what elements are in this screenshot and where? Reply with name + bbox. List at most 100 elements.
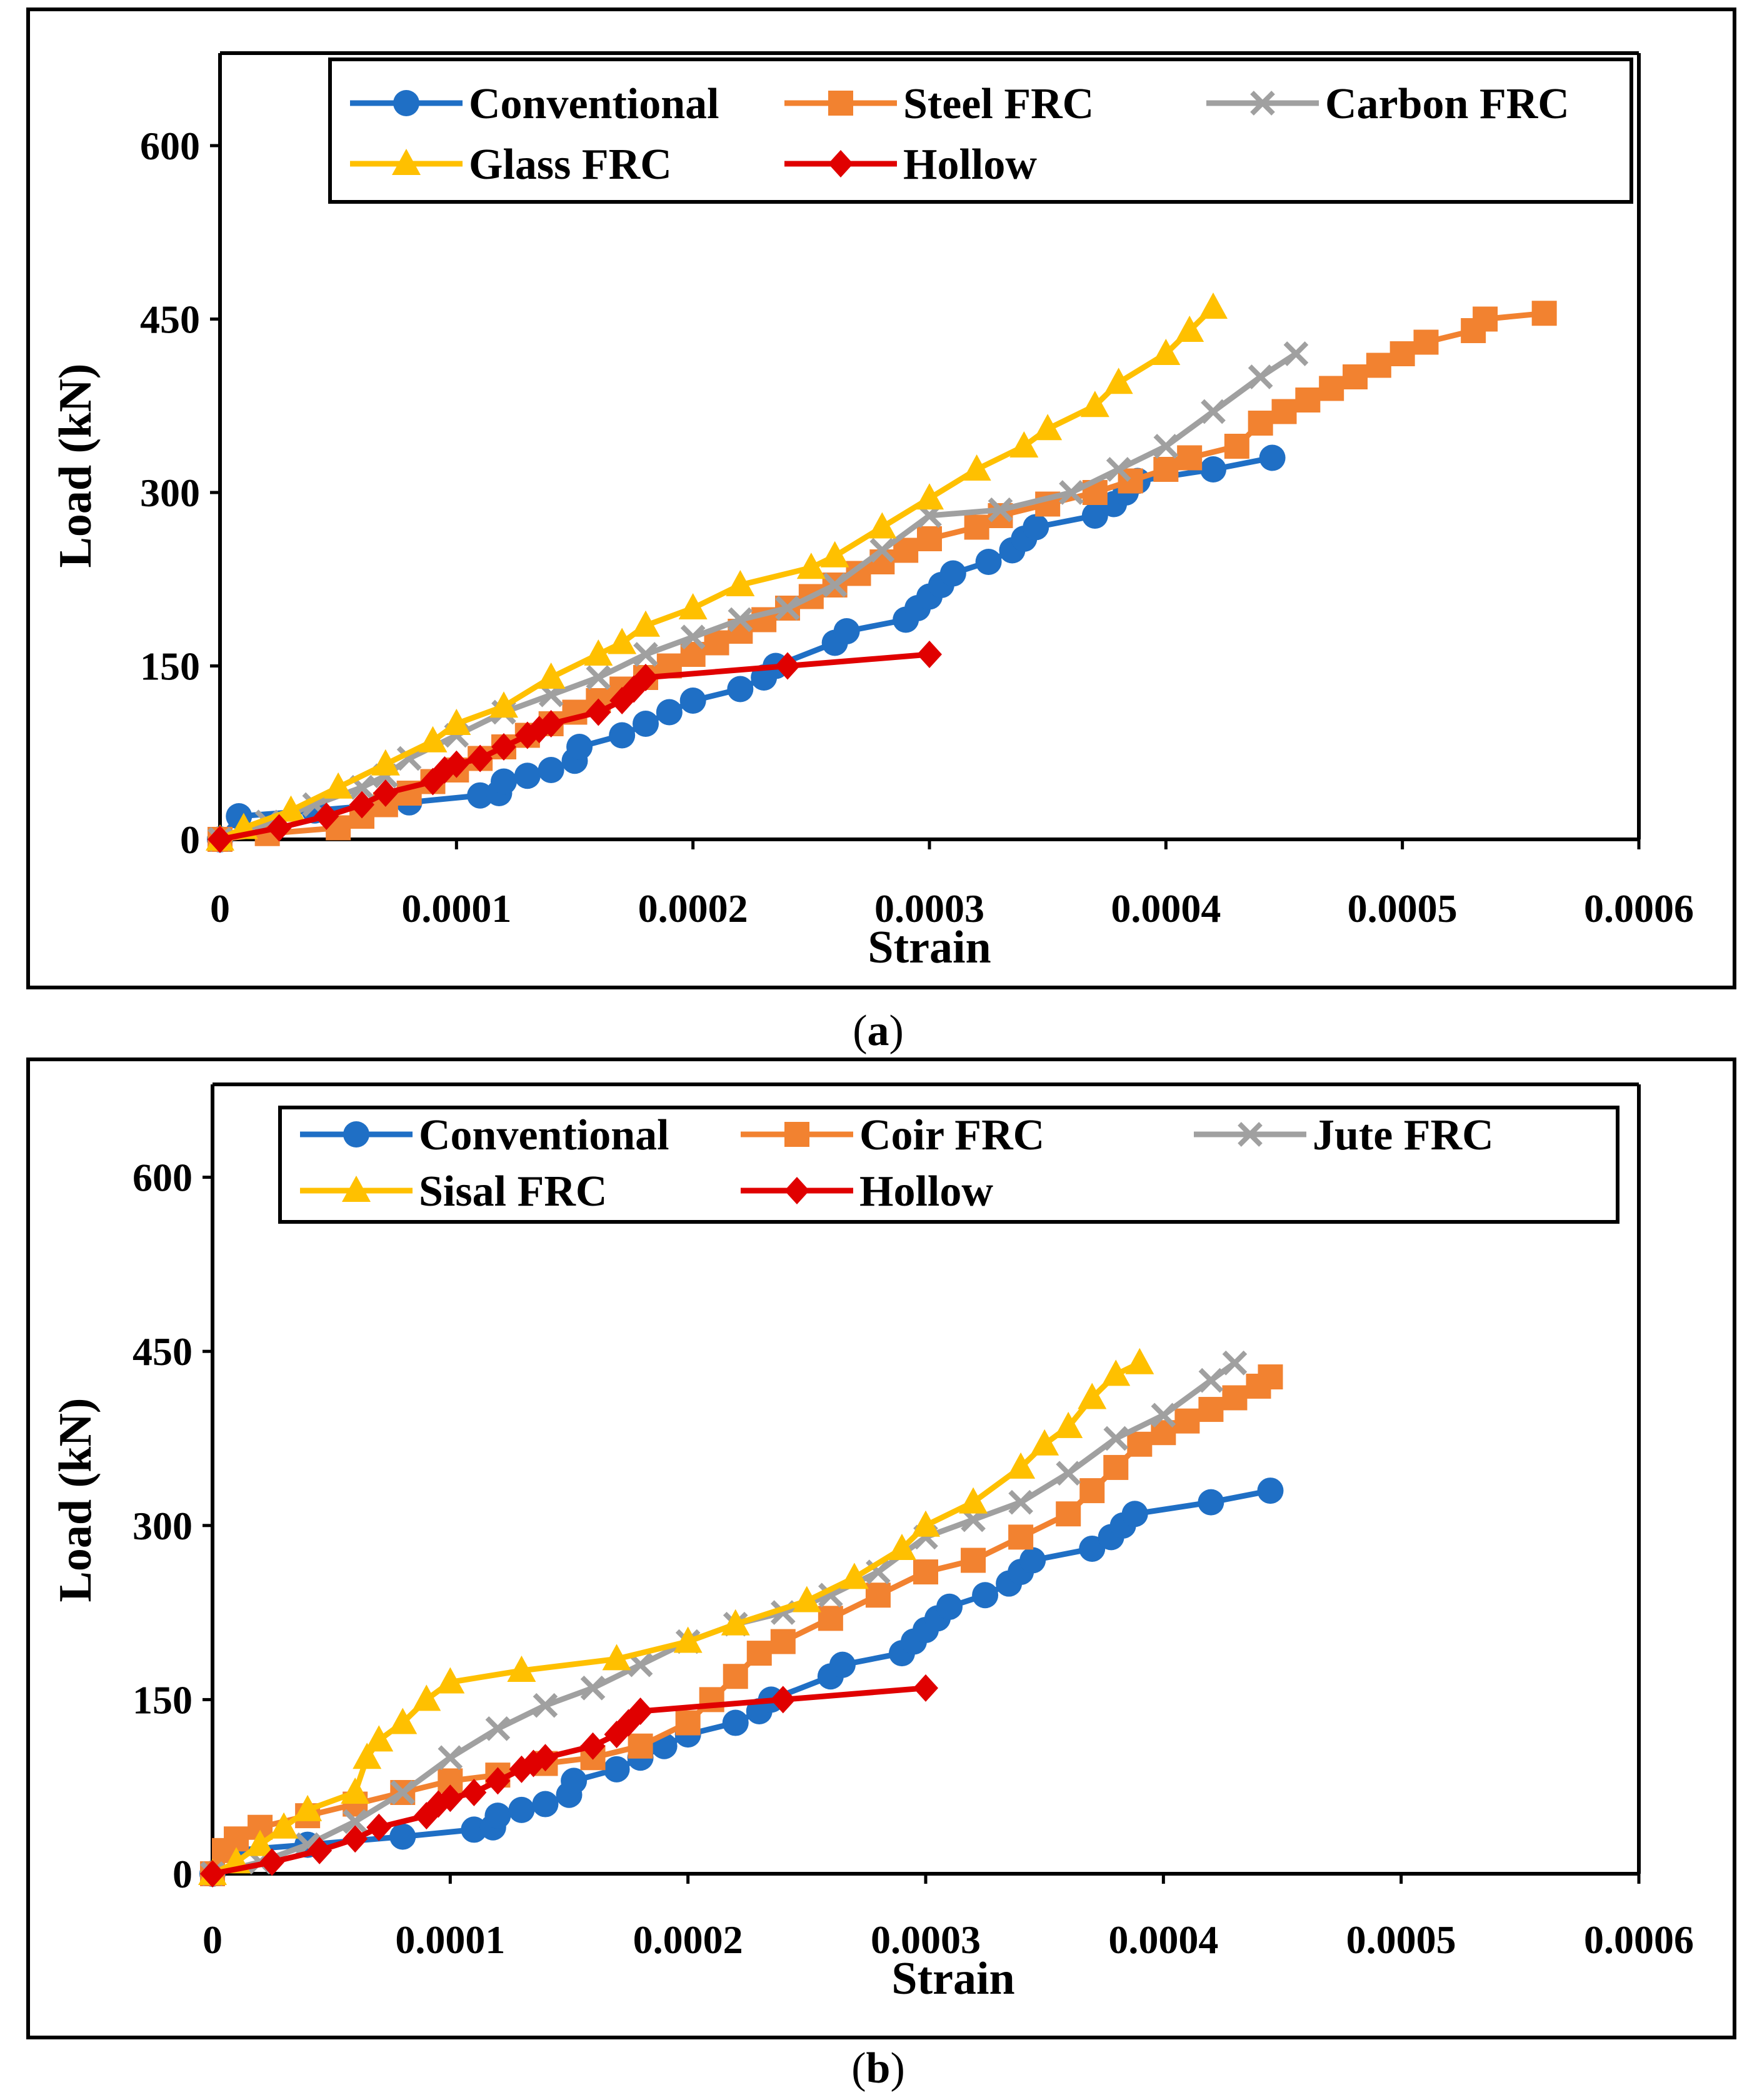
legend-marker-carbon-frc	[1250, 91, 1275, 116]
data-point-coir-frc	[1103, 1454, 1129, 1480]
y-tick-label: 150	[140, 644, 200, 689]
data-point-glass-frc	[1175, 316, 1204, 342]
data-point-hollow	[314, 802, 339, 830]
data-point-conventional	[936, 1593, 963, 1620]
data-point-coir-frc	[1222, 1385, 1248, 1411]
data-point-glass-frc	[442, 709, 471, 735]
data-point-coir-frc	[746, 1641, 772, 1666]
data-point-conventional	[532, 1791, 559, 1818]
data-point-conventional	[679, 688, 706, 714]
data-point-sisal-frc	[341, 1777, 370, 1804]
data-point-coir-frc	[818, 1606, 843, 1631]
data-point-hollow	[913, 1674, 938, 1702]
data-point-hollow	[917, 641, 942, 668]
legend-entry-sisal-frc: Sisal FRC	[300, 1168, 607, 1216]
legend-entry-carbon-frc: Carbon FRC	[1206, 80, 1569, 128]
x-tick-label: 0	[203, 1918, 223, 1962]
x-tick-label: 0.0001	[395, 1918, 505, 1962]
series-carbon-frc	[208, 341, 1309, 852]
panel-a-legend-box	[328, 58, 1633, 204]
data-point-conventional	[633, 711, 659, 737]
x-tick-label: 0.0006	[1584, 886, 1694, 931]
x-tick-label: 0.0001	[401, 886, 511, 931]
data-point-conventional	[389, 1823, 416, 1850]
data-point-sisal-frc	[911, 1510, 940, 1537]
data-point-conventional	[1259, 444, 1286, 471]
data-point-sisal-frc	[353, 1742, 382, 1769]
panel-b-ticks: 0 0.0001 0.0002 0.0003 0.0004 0.0005 0.0006 0 15…	[133, 1156, 1694, 1962]
data-point-conventional	[566, 734, 593, 760]
panel-a-ticks: 0 0.0001 0.0002 0.0003 0.0004 0.0005 0.0006 0 15…	[140, 124, 1694, 931]
data-point-hollow	[444, 750, 469, 778]
data-point-glass-frc	[1033, 414, 1063, 441]
data-point-hollow	[266, 814, 292, 842]
data-point-hollow	[373, 779, 398, 807]
series-steel-frc	[208, 301, 1557, 852]
data-point-sisal-frc	[269, 1812, 299, 1839]
data-point-conventional	[1257, 1478, 1284, 1504]
data-point-carbon-frc	[1153, 434, 1179, 459]
data-point-jute-frc	[1198, 1368, 1224, 1393]
data-point-glass-frc	[324, 772, 353, 799]
data-point-steel-frc	[704, 630, 729, 656]
data-point-carbon-frc	[633, 642, 658, 667]
data-point-steel-frc	[917, 526, 942, 551]
data-point-coir-frc	[1174, 1408, 1200, 1434]
data-point-conventional	[833, 618, 860, 644]
data-point-hollow	[538, 710, 564, 738]
data-point-hollow	[616, 1709, 641, 1737]
data-point-hollow	[580, 1732, 606, 1760]
panel-a-ylabel: Load (kN)	[50, 364, 101, 568]
data-point-coir-frc	[1258, 1364, 1283, 1390]
data-point-hollow	[491, 733, 516, 761]
data-point-carbon-frc	[1201, 399, 1226, 424]
data-point-glass-frc	[678, 593, 708, 619]
legend-label-glass-frc: Glass FRC	[469, 141, 672, 189]
data-point-glass-frc	[820, 541, 849, 568]
legend-label-conventional: Conventional	[469, 80, 719, 128]
y-tick-label: 0	[180, 818, 200, 862]
data-point-carbon-frc	[680, 624, 706, 650]
data-point-jute-frc	[343, 1809, 368, 1834]
data-point-hollow	[586, 698, 611, 726]
data-point-jute-frc	[533, 1692, 558, 1718]
x-tick-label: 0.0004	[1108, 1918, 1218, 1962]
data-point-glass-frc	[536, 662, 566, 689]
y-tick-label: 0	[173, 1852, 193, 1896]
data-point-conventional	[1081, 502, 1108, 529]
data-point-glass-frc	[962, 454, 991, 481]
legend-entry-hollow: Hollow	[741, 1168, 993, 1216]
legend-label-carbon-frc: Carbon FRC	[1325, 80, 1569, 128]
data-point-conventional	[1079, 1535, 1106, 1562]
legend-marker-coir-frc	[784, 1122, 809, 1147]
data-point-sisal-frc	[1125, 1348, 1154, 1374]
data-point-steel-frc	[1319, 376, 1344, 401]
data-point-carbon-frc	[1059, 480, 1084, 505]
data-point-steel-frc	[1295, 388, 1321, 412]
data-point-jute-frc	[390, 1780, 416, 1805]
data-point-glass-frc	[726, 570, 755, 596]
data-point-steel-frc	[964, 514, 989, 540]
data-point-hollow	[343, 1825, 368, 1853]
data-point-coir-frc	[1056, 1501, 1081, 1527]
data-point-hollow	[438, 1784, 463, 1812]
data-point-glass-frc	[584, 639, 613, 666]
panel-b-series	[198, 1348, 1284, 1888]
data-point-steel-frc	[1389, 341, 1415, 366]
data-point-conventional	[1198, 1489, 1224, 1516]
legend-label-sisal-frc: Sisal FRC	[419, 1168, 607, 1216]
data-point-jute-frc	[1222, 1350, 1248, 1376]
data-point-coir-frc	[961, 1548, 986, 1573]
data-point-hollow	[628, 1697, 653, 1725]
data-point-jute-frc	[438, 1745, 463, 1771]
data-point-conventional	[939, 560, 966, 587]
data-point-sisal-frc	[673, 1626, 703, 1653]
data-point-carbon-frc	[1106, 457, 1131, 482]
series-line-glass-frc	[219, 305, 1216, 842]
data-point-coir-frc	[723, 1664, 748, 1689]
data-point-hollow	[366, 1813, 392, 1841]
series-sisal-frc	[198, 1348, 1154, 1885]
data-point-conventional	[975, 549, 1002, 575]
y-tick-label: 300	[140, 471, 200, 515]
data-point-hollow	[533, 1744, 558, 1772]
